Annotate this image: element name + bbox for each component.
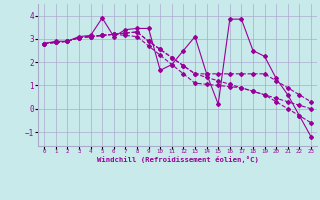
X-axis label: Windchill (Refroidissement éolien,°C): Windchill (Refroidissement éolien,°C)	[97, 156, 259, 163]
